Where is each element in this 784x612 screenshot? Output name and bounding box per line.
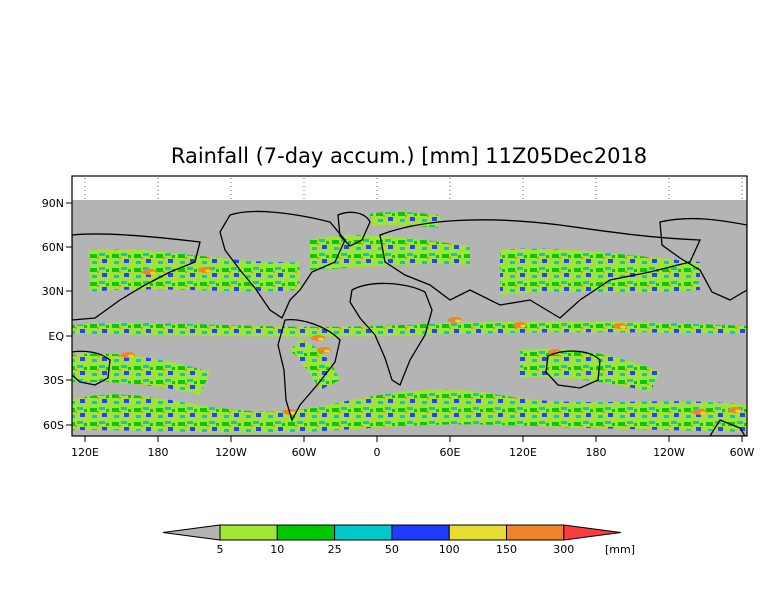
- heavy-rain-core: [205, 269, 211, 273]
- lon-label: 0: [374, 446, 381, 459]
- colorbar-segment: [506, 524, 565, 541]
- rain-field: [72, 211, 747, 433]
- colorbar-tick-label: 100: [439, 543, 460, 556]
- colorbar-segment: [219, 524, 278, 541]
- lat-label: 60N: [42, 241, 64, 254]
- rain-region: [72, 321, 747, 337]
- colorbar-segment: [448, 524, 508, 541]
- rain-region: [500, 248, 700, 295]
- heavy-rain-core: [150, 271, 156, 275]
- coastlines: [72, 210, 747, 436]
- rain-region: [90, 249, 300, 292]
- coastline: [277, 319, 341, 422]
- map-title: Rainfall (7-day accum.) [mm] 11Z05Dec201…: [171, 144, 647, 168]
- heavy-rain-core: [128, 354, 134, 358]
- colorbar-segment: [334, 524, 393, 541]
- no-data-band: [72, 176, 747, 200]
- lat-label: EQ: [48, 330, 64, 343]
- heavy-rain-core: [700, 411, 706, 415]
- lat-label: 90N: [42, 197, 64, 210]
- heavy-rain-core: [520, 324, 526, 328]
- coastline: [545, 350, 601, 389]
- lon-label: 60W: [730, 446, 755, 459]
- colorbar-segment: [391, 524, 450, 541]
- coastline: [349, 282, 433, 386]
- lat-label: 30S: [43, 374, 64, 387]
- coastline: [709, 419, 746, 436]
- colorbar-segment: [276, 524, 336, 541]
- rain-region: [290, 340, 340, 390]
- heavy-rain-core: [620, 325, 626, 329]
- coastline: [72, 350, 111, 386]
- heavy-rain-core: [318, 337, 324, 341]
- colorbar-tick-label: 10: [270, 543, 284, 556]
- lat-label: 30N: [42, 285, 64, 298]
- lon-label: 120E: [509, 446, 537, 459]
- heavy-rain-core: [455, 319, 461, 323]
- rain-region: [72, 353, 210, 395]
- coastline: [379, 219, 701, 319]
- coastline: [659, 217, 747, 301]
- lon-label: 120E: [71, 446, 99, 459]
- lon-label: 180: [148, 446, 169, 459]
- colorbar: 5 10 25 50 100 150 300 [mm]: [162, 524, 635, 556]
- lon-label: 120W: [215, 446, 247, 459]
- rain-region: [72, 389, 747, 433]
- colorbar-tick-label: 25: [328, 543, 342, 556]
- colorbar-unit: [mm]: [605, 543, 635, 556]
- heavy-rain-core: [324, 349, 330, 353]
- heavy-rain-core: [290, 411, 296, 415]
- colorbar-tick-label: 50: [385, 543, 399, 556]
- coastline: [337, 211, 371, 247]
- colorbar-high-triangle: [563, 524, 621, 541]
- lon-axis: 120E 180 120W 60W 0 60E 120E 180 120W 60W: [71, 436, 755, 459]
- lon-label: 180: [586, 446, 607, 459]
- map-panel: [71, 175, 748, 437]
- colorbar-tick-label: 5: [217, 543, 224, 556]
- map-frame: [71, 175, 748, 437]
- coastline: [72, 233, 201, 321]
- colorbar-low-triangle: [162, 524, 221, 541]
- rain-region: [310, 234, 470, 270]
- lon-label: 60E: [440, 446, 461, 459]
- rain-region: [520, 348, 660, 392]
- colorbar-tick-label: 300: [553, 543, 574, 556]
- lon-label: 60W: [292, 446, 317, 459]
- heavy-rain-core: [735, 409, 741, 413]
- colorbar-tick-label: 150: [496, 543, 517, 556]
- coastline: [219, 210, 346, 319]
- lat-label: 60S: [43, 419, 64, 432]
- lon-label: 120W: [653, 446, 685, 459]
- lat-axis: 90N 60N 30N EQ 30S 60S: [42, 197, 72, 432]
